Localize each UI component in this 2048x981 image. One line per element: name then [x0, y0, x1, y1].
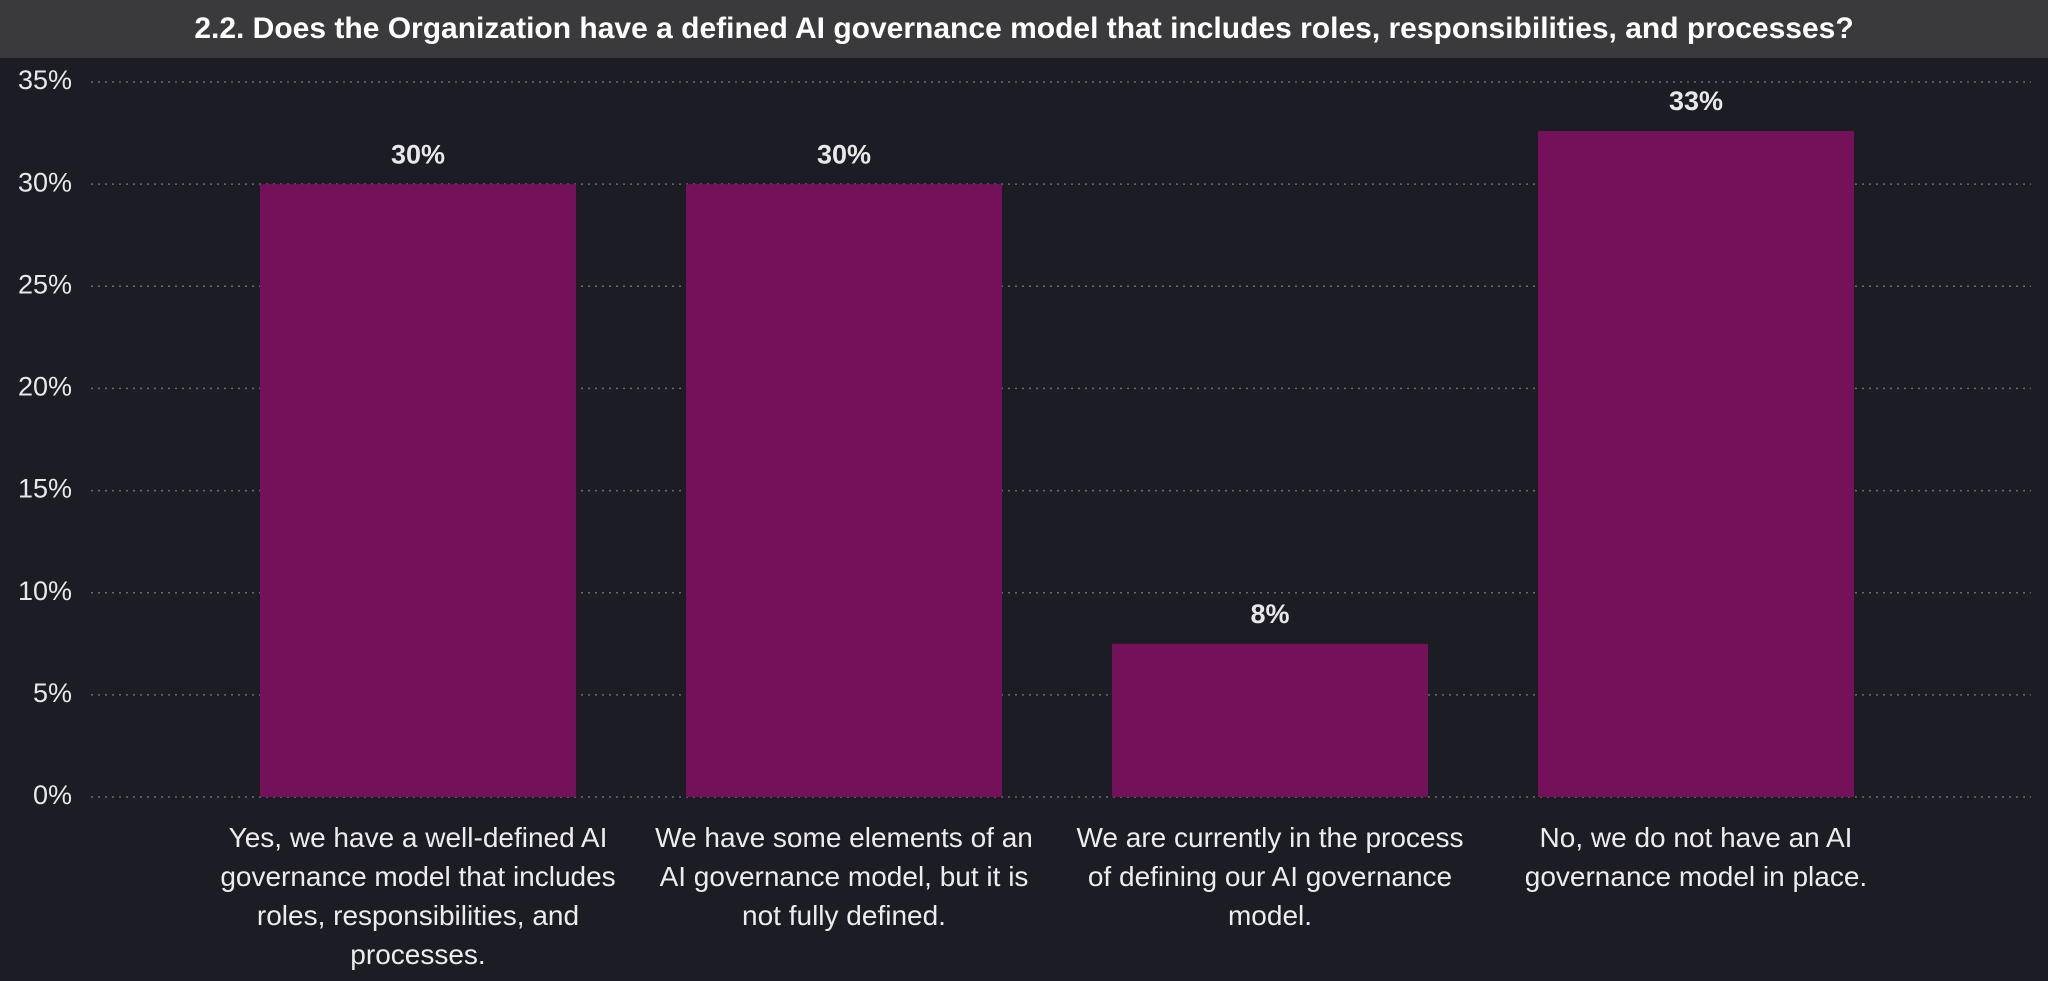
- bar: [686, 184, 1002, 798]
- bar: [260, 184, 576, 798]
- y-tick-label: 25%: [18, 269, 72, 299]
- y-tick-label: 30%: [18, 167, 72, 197]
- value-label: 30%: [391, 139, 445, 169]
- y-tick-label: 20%: [18, 372, 72, 402]
- y-tick-label: 35%: [18, 65, 72, 95]
- y-tick-label: 0%: [33, 780, 72, 810]
- chart-title: 2.2. Does the Organization have a define…: [0, 0, 2048, 58]
- x-tick-label: We have some elements of an AI governanc…: [655, 822, 1033, 931]
- x-tick-label: We are currently in the process of defin…: [1076, 822, 1464, 931]
- value-label: 30%: [817, 139, 871, 169]
- bar: [1112, 643, 1428, 797]
- value-label: 33%: [1669, 86, 1723, 116]
- x-tick-label: No, we do not have an AI governance mode…: [1524, 822, 1868, 892]
- y-tick-label: 10%: [18, 576, 72, 606]
- x-tick-label: Yes, we have a well-defined AI governanc…: [220, 822, 616, 970]
- bar: [1538, 131, 1854, 797]
- y-tick-label: 15%: [18, 474, 72, 504]
- y-tick-label: 5%: [33, 678, 72, 708]
- value-label: 8%: [1250, 599, 1289, 629]
